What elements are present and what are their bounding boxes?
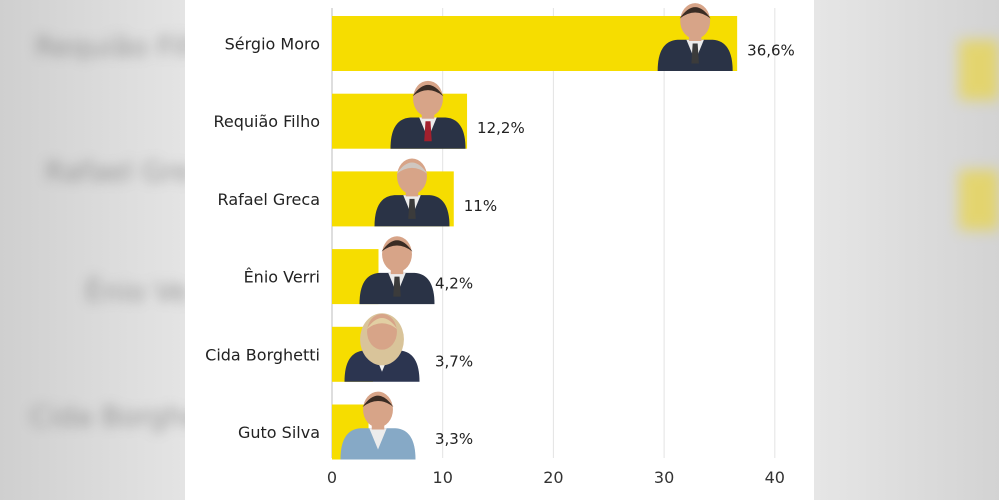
candidate-photo [359,236,435,305]
chart-panel: 0 10 20 30 40 Sérgio Moro 36,6% Requião Filho 12… [185,0,814,500]
candidate-photo [344,313,420,382]
value-label: 36,6% [747,42,795,60]
category-label: Sérgio Moro [225,35,320,54]
category-label: Rafael Greca [218,190,320,209]
value-label: 12,2% [477,119,525,137]
candidate-photo [390,80,466,149]
x-tick-label: 20 [543,468,563,487]
value-label: 11% [464,197,497,215]
x-tick-label: 10 [433,468,453,487]
grid-lines [331,8,776,458]
blurred-side-left: Requião Filh Rafael Gre Ênio Ve Cida Bor… [0,0,185,500]
x-tick-label: 0 [327,468,337,487]
category-label: Ênio Verri [244,268,320,287]
value-label: 4,2% [435,275,473,293]
category-label: Requião Filho [213,112,320,131]
value-label: 3,3% [435,430,473,448]
bar-chart: 0 10 20 30 40 Sérgio Moro 36,6% Requião Filho 12… [205,3,795,488]
value-label: 3,7% [435,352,473,370]
candidate-photo [374,158,450,227]
category-label: Guto Silva [238,423,320,442]
candidate-photo [340,391,416,460]
blurred-side-right [814,0,999,500]
bars [332,3,738,460]
labels: 0 10 20 30 40 Sérgio Moro 36,6% Requião Filho 12… [205,35,795,488]
category-label: Cida Borghetti [205,345,320,364]
x-tick-label: 40 [765,468,785,487]
x-tick-label: 30 [654,468,674,487]
candidate-photo [657,3,733,71]
